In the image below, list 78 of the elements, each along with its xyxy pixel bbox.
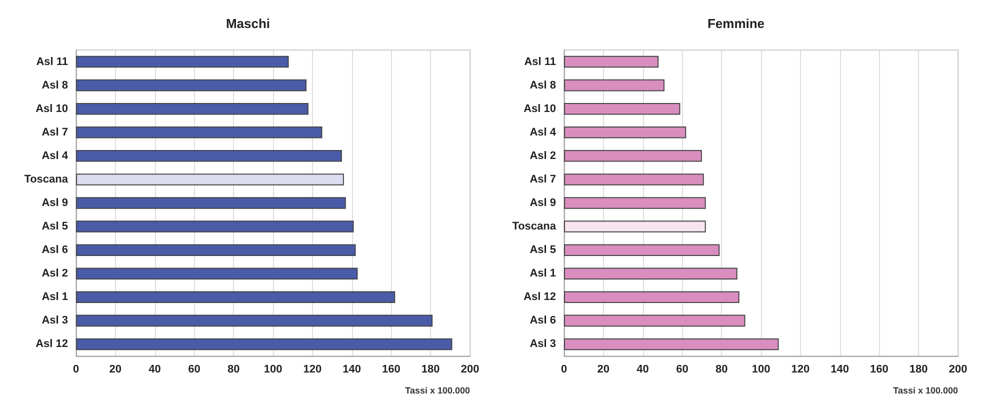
y-tick-label: Asl 12 xyxy=(524,291,556,304)
bar xyxy=(76,314,433,327)
y-tick-label: Asl 11 xyxy=(524,56,556,68)
bar xyxy=(76,291,396,304)
bar xyxy=(76,56,289,68)
x-tick-label: 180 xyxy=(421,364,440,376)
bar xyxy=(564,314,746,327)
x-tick-label: 80 xyxy=(227,364,240,376)
y-tick-label: Asl 4 xyxy=(42,150,69,162)
bar xyxy=(564,197,706,209)
y-tick-label: Asl 2 xyxy=(530,150,556,162)
bar xyxy=(76,150,342,162)
y-tick-label: Asl 7 xyxy=(42,126,68,138)
chart-title: Femmine xyxy=(707,16,765,31)
y-tick-label: Asl 1 xyxy=(530,268,556,280)
y-tick-label: Asl 6 xyxy=(42,244,68,256)
y-tick-label: Asl 5 xyxy=(530,244,556,256)
bar xyxy=(564,174,704,186)
bar xyxy=(564,126,686,138)
x-tick-label: 20 xyxy=(597,364,610,376)
y-tick-label: Asl 10 xyxy=(36,102,68,115)
bar xyxy=(564,220,706,232)
y-tick-label: Asl 11 xyxy=(36,56,68,68)
bar xyxy=(76,126,322,138)
y-tick-label: Asl 10 xyxy=(524,102,556,115)
x-axis-title: Tassi x 100.000 xyxy=(893,386,958,396)
x-tick-label: 140 xyxy=(342,364,361,376)
x-tick-label: 80 xyxy=(715,364,728,376)
bar xyxy=(564,244,720,256)
y-tick-label: Asl 12 xyxy=(36,338,68,350)
chart-title: Maschi xyxy=(226,16,270,31)
bar xyxy=(564,79,664,92)
bar xyxy=(564,291,740,304)
bar xyxy=(564,102,680,115)
y-tick-label: Asl 1 xyxy=(42,291,68,304)
x-tick-label: 100 xyxy=(264,364,282,376)
x-tick-label: 40 xyxy=(636,364,649,376)
y-tick-label: Asl 8 xyxy=(42,79,68,92)
bar xyxy=(76,338,452,350)
bar xyxy=(76,197,346,209)
x-tick-label: 120 xyxy=(791,364,810,376)
bar xyxy=(76,102,308,115)
bar xyxy=(76,268,358,280)
bar xyxy=(76,174,344,186)
x-tick-label: 40 xyxy=(148,364,161,376)
x-tick-label: 100 xyxy=(752,364,770,376)
bar xyxy=(564,268,738,280)
y-tick-label: Asl 9 xyxy=(530,197,556,209)
y-tick-label: Asl 3 xyxy=(530,338,556,350)
x-tick-label: 0 xyxy=(560,364,568,376)
x-tick-label: 0 xyxy=(72,364,80,376)
y-tick-label: Toscana xyxy=(24,173,69,186)
x-axis-title: Tassi x 100.000 xyxy=(405,386,470,396)
x-tick-label: 160 xyxy=(382,364,400,376)
y-tick-label: Asl 3 xyxy=(42,314,68,327)
bar xyxy=(76,79,306,92)
x-tick-label: 160 xyxy=(870,364,888,376)
bar xyxy=(564,338,779,350)
x-tick-label: 180 xyxy=(909,364,928,376)
x-tick-label: 120 xyxy=(303,364,322,376)
y-tick-label: Asl 6 xyxy=(530,314,556,327)
y-tick-label: Toscana xyxy=(512,220,557,233)
x-tick-label: 200 xyxy=(948,364,968,376)
bar xyxy=(564,150,702,162)
x-tick-label: 60 xyxy=(188,364,200,376)
y-tick-label: Asl 5 xyxy=(42,220,68,233)
x-tick-label: 20 xyxy=(109,364,122,376)
x-tick-label: 200 xyxy=(460,364,480,376)
y-tick-label: Asl 2 xyxy=(42,268,68,280)
x-tick-label: 60 xyxy=(676,364,688,376)
bar xyxy=(76,220,354,232)
y-tick-label: Asl 7 xyxy=(530,173,556,186)
y-tick-label: Asl 4 xyxy=(530,126,557,138)
x-tick-label: 140 xyxy=(830,364,849,376)
bar xyxy=(564,56,659,68)
y-tick-label: Asl 8 xyxy=(530,79,556,92)
y-tick-label: Asl 9 xyxy=(42,197,68,209)
bar xyxy=(76,244,356,256)
